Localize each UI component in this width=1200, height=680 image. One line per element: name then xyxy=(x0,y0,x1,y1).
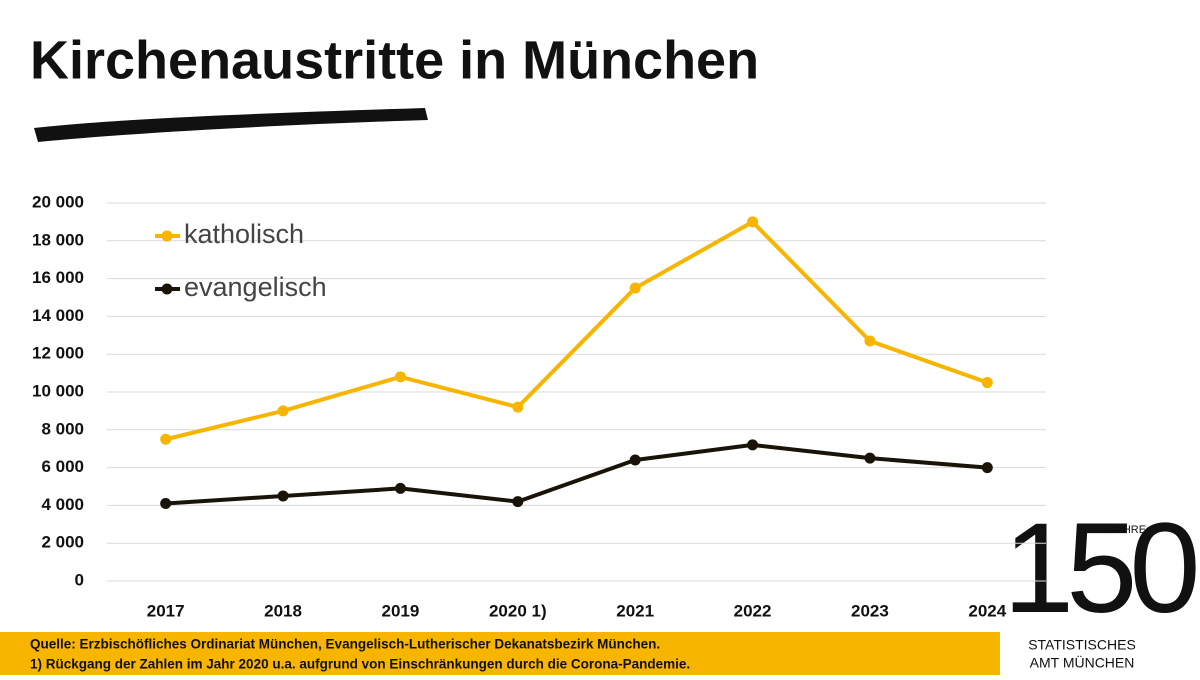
title-underline xyxy=(34,108,428,142)
chart-title: Kirchenaustritte in München xyxy=(30,30,759,90)
y-tick-label: 14 000 xyxy=(32,306,84,325)
legend-marker xyxy=(161,283,173,295)
y-tick-label: 12 000 xyxy=(32,344,84,363)
footnote: 1) Rückgang der Zahlen im Jahr 2020 u.a.… xyxy=(30,657,690,672)
y-tick-label: 0 xyxy=(75,570,84,589)
line xyxy=(165,442,988,506)
logo-number: 150 xyxy=(1003,497,1196,640)
point xyxy=(864,452,876,464)
point xyxy=(629,282,641,294)
y-tick-label: 4 000 xyxy=(41,495,84,514)
y-tick-label: 10 000 xyxy=(32,381,84,400)
point xyxy=(277,490,289,502)
point xyxy=(394,371,406,383)
point xyxy=(277,405,289,417)
footer-bar xyxy=(0,632,1000,675)
logo-line2: AMT MÜNCHEN xyxy=(1030,654,1135,671)
point xyxy=(981,462,993,474)
line xyxy=(165,219,988,442)
point xyxy=(512,496,524,508)
legend-label: katholisch xyxy=(184,219,304,249)
legend-marker xyxy=(161,230,173,242)
y-tick-label: 2 000 xyxy=(41,533,84,552)
y-tick-label: 18 000 xyxy=(32,230,84,249)
y-tick-label: 20 000 xyxy=(32,192,84,211)
x-tick-label: 2018 xyxy=(264,601,302,620)
logo-jahre: JAHRE xyxy=(1110,524,1146,536)
logo-line1: STATISTISCHES xyxy=(1028,637,1136,653)
y-tick-label: 16 000 xyxy=(32,268,84,287)
point xyxy=(394,482,406,494)
point xyxy=(512,401,524,413)
y-tick-label: 6 000 xyxy=(41,457,84,476)
source: Quelle: Erzbischöfliches Ordinariat Münc… xyxy=(30,637,660,652)
x-tick-label: 2024 xyxy=(968,601,1006,620)
point xyxy=(160,433,172,445)
x-tick-label: 2020 1) xyxy=(489,601,547,620)
point xyxy=(160,498,172,510)
point xyxy=(629,454,641,466)
x-tick-label: 2019 xyxy=(382,601,420,620)
x-tick-label: 2021 xyxy=(616,601,654,620)
x-tick-label: 2022 xyxy=(734,601,772,620)
point xyxy=(747,216,759,228)
x-tick-label: 2023 xyxy=(851,601,889,620)
legend-label: evangelisch xyxy=(184,272,327,302)
point xyxy=(981,377,993,389)
point xyxy=(747,439,759,451)
y-tick-label: 8 000 xyxy=(41,419,84,438)
x-tick-label: 2017 xyxy=(147,601,185,620)
point xyxy=(864,335,876,347)
